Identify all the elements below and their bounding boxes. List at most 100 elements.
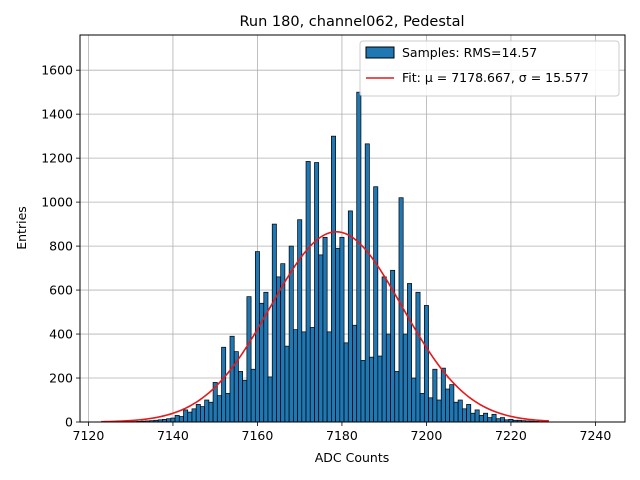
histogram-bar bbox=[229, 335, 235, 423]
gaussian-fit-curve bbox=[101, 231, 549, 423]
histogram-bar bbox=[453, 401, 459, 423]
y-tick-label: 1600 bbox=[41, 63, 73, 78]
histogram-bar bbox=[411, 377, 417, 423]
histogram-bar bbox=[428, 397, 434, 423]
histogram-bar bbox=[385, 333, 391, 423]
histogram-bar bbox=[466, 404, 472, 423]
legend-label-fit: Fit: μ = 7178.667, σ = 15.577 bbox=[402, 70, 589, 85]
histogram-bar bbox=[271, 223, 277, 423]
y-axis-ticks: 0 200 400 600 800 1000 1200 1400 1600 bbox=[41, 63, 80, 430]
x-tick-label: 7240 bbox=[580, 428, 612, 443]
histogram-bar bbox=[432, 368, 438, 423]
y-tick-label: 1000 bbox=[41, 195, 73, 210]
x-tick-label: 7120 bbox=[73, 428, 105, 443]
histogram-bar bbox=[314, 162, 320, 423]
histogram-bar bbox=[419, 393, 425, 423]
histogram-bar bbox=[335, 247, 341, 423]
histogram-bar bbox=[381, 276, 387, 423]
histogram-bar bbox=[246, 296, 252, 423]
histogram-bar bbox=[364, 143, 370, 423]
y-axis-label: Entries bbox=[14, 206, 29, 250]
histogram-bar bbox=[195, 404, 201, 423]
x-tick-label: 7160 bbox=[242, 428, 274, 443]
histogram-bar bbox=[309, 327, 315, 423]
legend-box bbox=[359, 40, 620, 97]
histogram-bar bbox=[178, 416, 184, 423]
histogram-bar bbox=[356, 91, 362, 423]
histogram-bar bbox=[440, 367, 446, 423]
histogram-bar bbox=[305, 161, 311, 423]
histogram-bar bbox=[297, 219, 303, 423]
histogram-bar bbox=[352, 324, 358, 423]
x-axis-label: ADC Counts bbox=[315, 450, 390, 465]
histogram-bar bbox=[191, 408, 197, 423]
histogram-bar bbox=[449, 384, 455, 423]
histogram-bar bbox=[242, 379, 248, 423]
histogram-bar bbox=[293, 329, 298, 423]
histogram-bar bbox=[221, 346, 227, 423]
histogram-bar bbox=[445, 388, 451, 423]
histogram-bar bbox=[457, 399, 463, 423]
legend-swatch-samples bbox=[365, 46, 395, 59]
histogram-bar bbox=[478, 415, 484, 423]
histogram-bar bbox=[174, 415, 180, 423]
histogram-bar bbox=[461, 408, 467, 423]
histogram-bar bbox=[183, 409, 189, 423]
histogram-bar bbox=[225, 393, 231, 423]
histogram-bar bbox=[301, 331, 307, 423]
grid-lines bbox=[80, 35, 625, 423]
histogram-bar bbox=[216, 395, 222, 423]
histogram-bar bbox=[415, 291, 421, 423]
x-axis-ticks: 7120 7140 7160 7180 7200 7220 7240 bbox=[73, 422, 612, 443]
histogram-bar bbox=[284, 345, 290, 423]
histogram-bar bbox=[200, 406, 205, 423]
histogram-bar bbox=[398, 197, 404, 423]
histogram-bar bbox=[436, 399, 442, 423]
histogram-bar bbox=[487, 417, 493, 423]
plot-frame bbox=[79, 34, 626, 423]
y-tick-label: 1200 bbox=[41, 151, 73, 166]
histogram-bar bbox=[250, 368, 256, 423]
histogram-bar bbox=[474, 409, 480, 423]
histogram-bar bbox=[254, 251, 260, 423]
histogram-bar bbox=[369, 356, 374, 423]
histogram-bar bbox=[322, 236, 328, 423]
histogram-bar bbox=[339, 236, 345, 423]
histogram-bar bbox=[276, 276, 282, 423]
x-tick-label: 7200 bbox=[411, 428, 443, 443]
histogram-bar bbox=[407, 283, 412, 423]
y-tick-label: 600 bbox=[49, 283, 73, 298]
histogram-bar bbox=[423, 305, 429, 423]
histogram-bar bbox=[377, 355, 383, 423]
histogram-bar bbox=[204, 399, 210, 423]
histogram-bar bbox=[347, 210, 353, 423]
histogram-bar bbox=[267, 376, 273, 423]
histogram-bars bbox=[128, 91, 548, 423]
histogram-bar bbox=[318, 254, 324, 423]
histogram-bar bbox=[491, 413, 497, 423]
y-tick-label: 200 bbox=[49, 371, 73, 386]
x-tick-label: 7220 bbox=[495, 428, 527, 443]
chart-title: Run 180, channel062, Pedestal bbox=[239, 14, 464, 30]
y-tick-label: 0 bbox=[65, 415, 73, 430]
histogram-bar bbox=[373, 186, 379, 423]
histogram-bar bbox=[238, 371, 243, 423]
histogram-bar bbox=[500, 417, 505, 423]
y-tick-label: 400 bbox=[49, 327, 73, 342]
x-tick-label: 7180 bbox=[326, 428, 358, 443]
x-tick-label: 7140 bbox=[157, 428, 189, 443]
y-tick-label: 800 bbox=[49, 239, 73, 254]
histogram-bar bbox=[331, 135, 336, 423]
histogram-bar bbox=[470, 412, 476, 423]
histogram-bar bbox=[483, 412, 489, 423]
legend: Samples: RMS=14.57 Fit: μ = 7178.667, σ … bbox=[359, 40, 620, 97]
y-tick-label: 1400 bbox=[41, 107, 73, 122]
histogram-bar bbox=[187, 411, 193, 423]
legend-label-samples: Samples: RMS=14.57 bbox=[402, 45, 537, 60]
histogram-bar bbox=[208, 401, 214, 423]
histogram-bar bbox=[360, 360, 366, 423]
histogram-bar bbox=[170, 417, 176, 423]
histogram-bar bbox=[326, 331, 332, 423]
histogram-bar bbox=[394, 371, 400, 423]
